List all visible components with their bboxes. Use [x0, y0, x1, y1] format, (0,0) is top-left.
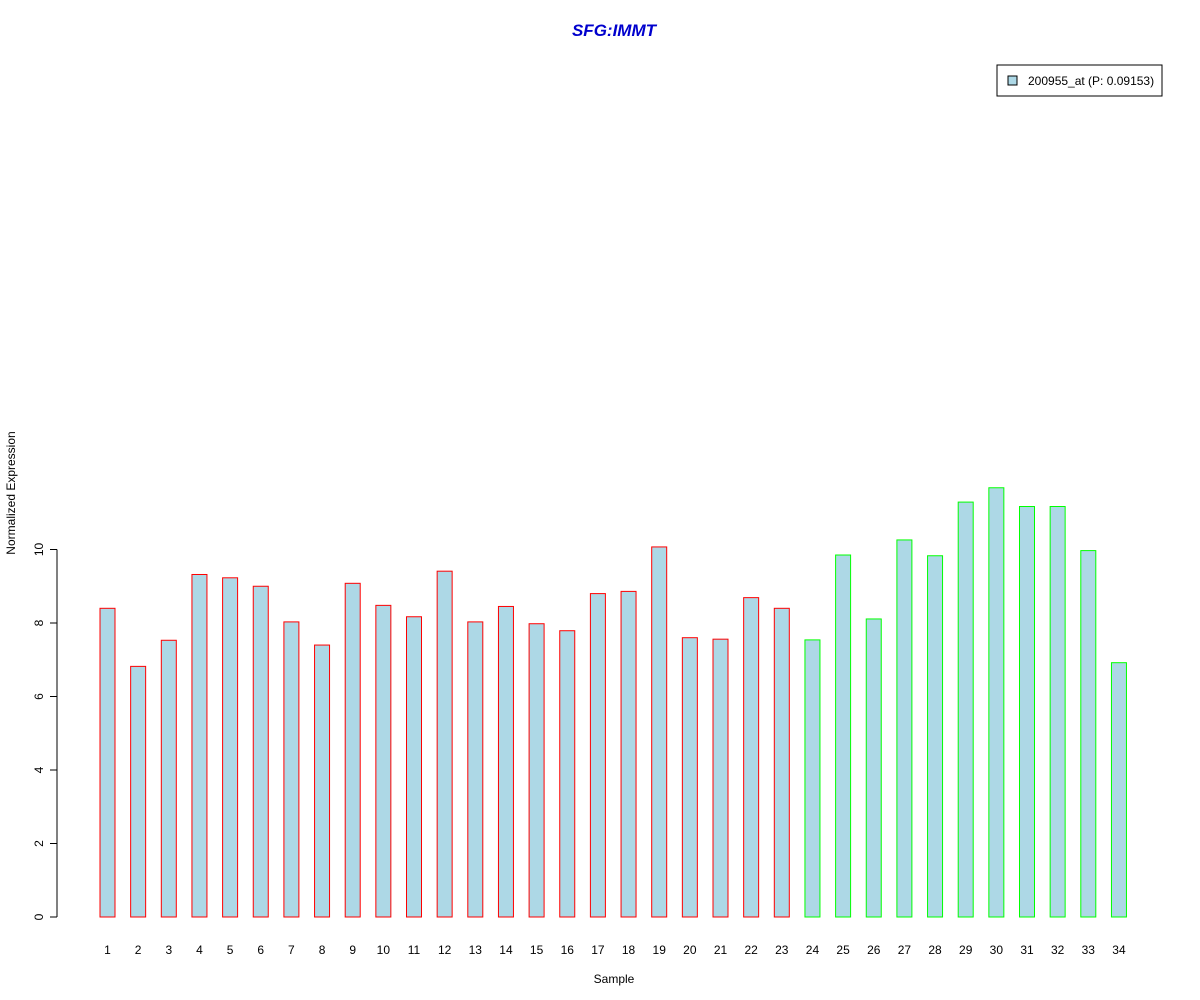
x-tick-labels: 1 2 3 4 5 6 7 8 9 10 11 12 13 14 15 16 17 18 19 20 21 22 23 24 2… — [104, 943, 1126, 957]
bar-sample-13 — [467, 621, 484, 918]
bar-sample-34 — [1110, 662, 1127, 918]
x-tick-label: 9 — [349, 943, 356, 957]
x-tick-label: 6 — [257, 943, 264, 957]
bar-sample-21 — [712, 638, 729, 918]
y-tick-label: 6 — [32, 693, 46, 700]
y-axis: 0 2 4 6 8 10 — [32, 543, 58, 920]
x-axis-title: Sample — [594, 972, 635, 986]
bar-sample-2 — [130, 665, 147, 918]
bar-sample-33 — [1080, 550, 1097, 918]
bar-sample-11 — [406, 616, 422, 918]
legend-swatch — [1007, 75, 1018, 86]
x-tick-label: 29 — [959, 943, 973, 957]
legend-label: 200955_at (P: 0.09153) — [1028, 74, 1154, 88]
x-tick-label: 2 — [135, 943, 142, 957]
x-tick-label: 32 — [1051, 943, 1065, 957]
bar-sample-23 — [773, 607, 790, 918]
x-tick-label: 28 — [928, 943, 942, 957]
x-tick-label: 16 — [561, 943, 575, 957]
bar-sample-20 — [681, 637, 698, 918]
x-tick-label: 25 — [836, 943, 850, 957]
x-tick-label: 23 — [775, 943, 789, 957]
x-tick-label: 4 — [196, 943, 203, 957]
bar-sample-30 — [988, 487, 1005, 918]
bar-sample-22 — [743, 597, 760, 918]
bar-sample-5 — [222, 577, 239, 918]
chart-title: SFG:IMMT — [572, 21, 658, 40]
y-tick-label: 0 — [32, 913, 46, 920]
x-tick-label: 13 — [469, 943, 483, 957]
x-tick-label: 8 — [319, 943, 326, 957]
bar-sample-15 — [528, 623, 545, 918]
bar-sample-14 — [497, 605, 514, 918]
bar-sample-29 — [957, 501, 974, 918]
x-tick-label: 18 — [622, 943, 636, 957]
x-tick-label: 19 — [653, 943, 667, 957]
x-tick-label: 5 — [227, 943, 234, 957]
bar-sample-24 — [804, 639, 821, 918]
legend: 200955_at (P: 0.09153) — [996, 64, 1163, 97]
y-tick-label: 8 — [32, 619, 46, 626]
bar-sample-16 — [559, 630, 576, 918]
y-tick-label: 2 — [32, 840, 46, 847]
bar-sample-32 — [1049, 506, 1066, 918]
x-tick-label: 26 — [867, 943, 881, 957]
legend-box — [996, 64, 1163, 97]
bar-sample-3 — [160, 639, 177, 918]
x-tick-label: 34 — [1112, 943, 1126, 957]
bar-sample-7 — [283, 621, 300, 918]
x-tick-label: 10 — [377, 943, 391, 957]
bar-sample-26 — [865, 618, 882, 918]
x-tick-label: 1 — [104, 943, 111, 957]
x-tick-label: 14 — [499, 943, 513, 957]
bar-sample-25 — [835, 554, 852, 918]
bar-sample-28 — [927, 555, 944, 918]
y-tick-label: 10 — [32, 543, 46, 557]
bar-sample-8 — [314, 644, 331, 918]
bars-group — [99, 487, 1127, 918]
bar-sample-19 — [651, 546, 668, 918]
x-tick-label: 20 — [683, 943, 697, 957]
y-axis-title: Normalized Expression — [4, 431, 18, 554]
x-tick-label: 15 — [530, 943, 544, 957]
bar-sample-9 — [344, 582, 361, 918]
bar-sample-12 — [436, 570, 453, 918]
bar-sample-17 — [589, 593, 606, 918]
bar-sample-1 — [99, 607, 116, 918]
x-tick-label: 3 — [165, 943, 172, 957]
bar-sample-6 — [252, 585, 269, 918]
x-tick-label: 31 — [1020, 943, 1034, 957]
x-tick-label: 30 — [990, 943, 1004, 957]
x-tick-label: 22 — [744, 943, 758, 957]
x-tick-label: 33 — [1082, 943, 1096, 957]
x-tick-label: 17 — [591, 943, 605, 957]
bar-sample-27 — [896, 539, 913, 918]
x-tick-label: 21 — [714, 943, 728, 957]
y-tick-label: 4 — [32, 766, 46, 773]
x-tick-label: 7 — [288, 943, 295, 957]
bar-sample-18 — [620, 590, 637, 918]
bar-sample-10 — [375, 604, 392, 918]
x-tick-label: 11 — [408, 943, 421, 957]
x-tick-label: 24 — [806, 943, 820, 957]
x-tick-label: 12 — [438, 943, 452, 957]
bar-sample-4 — [191, 573, 208, 918]
x-tick-label: 27 — [898, 943, 912, 957]
bar-sample-31 — [1019, 506, 1035, 918]
